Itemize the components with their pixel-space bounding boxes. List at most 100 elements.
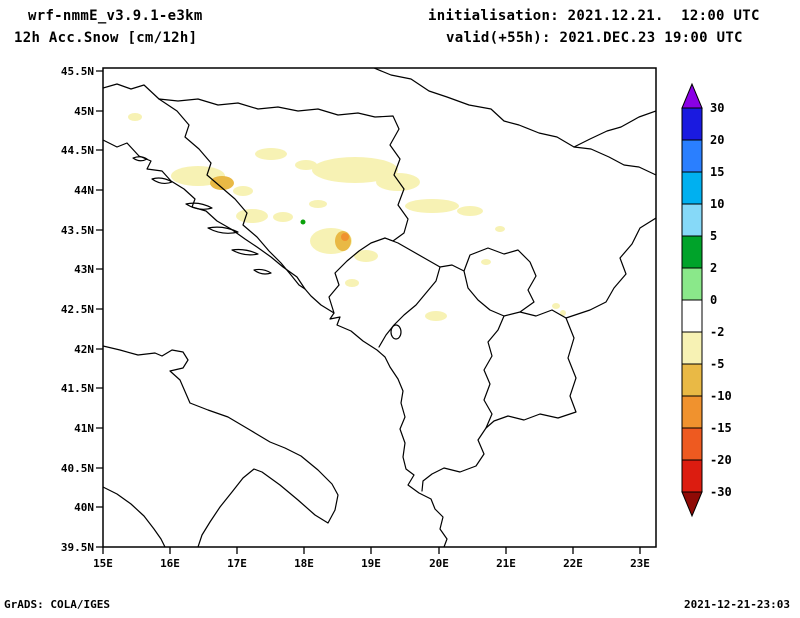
border-macedonia [485,309,577,429]
colorbar-tick-label: -2 [710,325,724,339]
colorbar-tick-label: -20 [710,453,732,467]
lat-tick-label: 44.5N [61,144,94,157]
coastline-italy-adriatic [103,345,339,547]
colorbar-labels: 30 20 15 10 5 2 0 -2 -5 -10 -15 -20 -30 [710,101,732,499]
snow-patch-trace [300,219,306,225]
lon-tick-label: 23E [630,557,650,570]
lon-tick-label: 21E [496,557,516,570]
snow-patch [354,250,378,262]
colorbar-tick-label: -10 [710,389,732,403]
colorbar-tick-label: -30 [710,485,732,499]
lon-tick-label: 22E [563,557,583,570]
border-croatia-bosnia-west [158,98,306,290]
colorbar-segment [681,203,703,237]
render-timestamp: 2021-12-21-23:03 [684,598,790,611]
colorbar-segment [681,139,703,173]
snow-patch [552,303,560,309]
snow-patch [255,148,287,160]
border-north-pannonia [373,68,656,176]
colorbar-segment [681,331,703,365]
border-serbia-bulgaria [565,217,656,319]
snow-patch [236,209,268,223]
map-frame [102,67,657,548]
colorbar-tick-label: 30 [710,101,724,115]
colorbar-tick-label: 20 [710,133,724,147]
colorbar [681,82,703,518]
lat-tick-label: 44N [74,184,94,197]
lat-tick-marks [96,70,103,548]
coastline-border-layer [103,68,656,547]
snow-patch [495,226,505,232]
border-sava-drina [158,98,409,242]
lat-tick-label: 43N [74,263,94,276]
border-slovenia-croatia [103,83,160,100]
colorbar-tick-label: -15 [710,421,732,435]
lat-tick-label: 41N [74,422,94,435]
lat-axis-labels: 45.5N 45N 44.5N 44N 43.5N 43N 42.5N 42N … [61,65,94,554]
colorbar-segment [681,363,703,397]
colorbar-segment [681,427,703,461]
colorbar-arrow-bottom [681,491,703,518]
coastline-tyrrhenian [103,486,166,547]
snow-patch [560,310,566,316]
snow-patch [405,199,459,213]
border-montenegro-north [328,237,465,314]
snow-patch [312,157,398,183]
lat-tick-label: 40N [74,501,94,514]
init-time-label: initialisation: 2021.12.21. 12:00 UTC [428,8,760,24]
lon-tick-marks [102,547,641,554]
coastline-adriatic-east [103,139,448,547]
lon-tick-label: 19E [361,557,381,570]
model-title: wrf-nmmE_v3.9.1-e3km [28,8,203,24]
border-montenegro-albania [378,266,441,348]
colorbar-tick-label: 5 [710,229,717,243]
lat-tick-label: 45N [74,105,94,118]
grads-credit: GrADS: COLA/IGES [4,598,110,611]
snow-patch [425,311,447,321]
border-albania-east [421,315,505,492]
lat-tick-label: 42.5N [61,303,94,316]
lon-axis-labels: 15E 16E 17E 18E 19E 20E 21E 22E 23E [93,557,650,570]
snow-patch [345,279,359,287]
snow-patch-heavy [341,233,349,241]
colorbar-tick-label: 0 [710,293,717,307]
lat-tick-label: 45.5N [61,65,94,78]
valid-time-label: valid(+55h): 2021.DEC.23 19:00 UTC [446,30,743,46]
snow-shading-layer [128,113,566,321]
colorbar-segment [681,459,703,493]
lake-shkoder [390,324,402,340]
snow-patch [295,160,317,170]
colorbar-segment [681,235,703,269]
snow-patch [273,212,293,222]
croatian-islands [132,156,272,275]
colorbar-segment [681,395,703,429]
snow-patch [233,186,253,196]
snow-patch [457,206,483,216]
colorbar-segment [681,299,703,333]
lon-tick-label: 18E [294,557,314,570]
lat-tick-label: 39.5N [61,541,94,554]
product-title: 12h Acc.Snow [cm/12h] [14,30,198,46]
lon-tick-label: 20E [429,557,449,570]
lat-tick-label: 42N [74,343,94,356]
colorbar-tick-label: 15 [710,165,724,179]
colorbar-tick-label: -5 [710,357,724,371]
snow-patch [128,113,142,121]
colorbar-segment [681,267,703,301]
lon-tick-label: 15E [93,557,113,570]
lat-tick-label: 40.5N [61,462,94,475]
border-danube-branch [573,110,656,148]
colorbar-tick-label: 10 [710,197,724,211]
border-kosovo [463,247,537,317]
colorbar-segment [681,107,703,141]
lat-tick-label: 43.5N [61,224,94,237]
lat-tick-label: 41.5N [61,382,94,395]
colorbar-arrow-top [681,82,703,109]
snow-patch [376,173,420,191]
lon-tick-label: 16E [160,557,180,570]
colorbar-tick-label: 2 [710,261,717,275]
snow-patch [309,200,327,208]
snow-patch [481,259,491,265]
